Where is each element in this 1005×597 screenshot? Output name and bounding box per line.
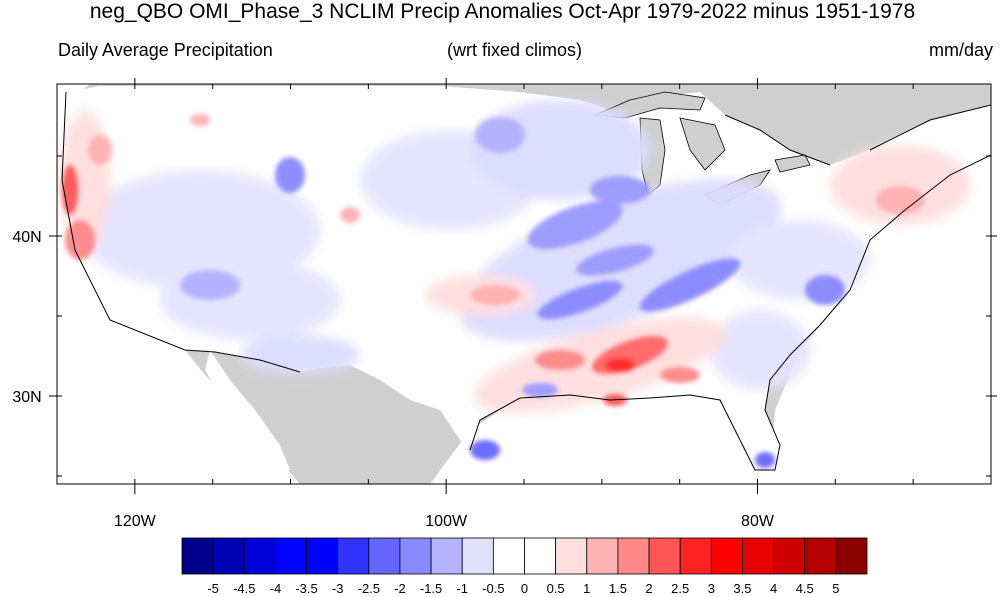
colorbar-label: -1 — [456, 581, 468, 596]
colorbar-label: 4.5 — [796, 581, 814, 596]
lake-huron — [679, 117, 726, 171]
lat-tick-label: 30N — [12, 389, 41, 406]
colorbar-swatch — [524, 537, 557, 575]
colorbar-swatch — [742, 537, 774, 575]
colorbar-swatch — [617, 537, 650, 575]
subtitle-left: Daily Average Precipitation — [58, 40, 273, 60]
colorbar-swatch — [679, 537, 712, 575]
colorbar-swatch — [399, 537, 432, 575]
colorbar-label: 5 — [832, 581, 839, 596]
colorbar-swatch — [461, 537, 494, 575]
coastline — [61, 91, 991, 471]
map-ticks: 120W 100W 80W 40N 30N — [12, 78, 997, 530]
colorbar-swatch — [710, 537, 743, 575]
colorbar-label: -2 — [394, 581, 406, 596]
subtitle-center: (wrt fixed climos) — [447, 40, 583, 60]
colorbar-label: 0.5 — [547, 581, 565, 596]
colorbar-label: -4.5 — [233, 581, 255, 596]
colorbar-label: 3.5 — [733, 581, 751, 596]
canada-coast — [724, 104, 991, 166]
colorbar-swatch — [212, 537, 245, 575]
anomaly-field — [60, 100, 970, 468]
colorbar-label: 3 — [708, 581, 715, 596]
colorbar-swatch — [337, 537, 370, 575]
lake-superior — [594, 91, 706, 119]
colorbar-label: -5 — [207, 581, 219, 596]
gulf-of-mexico — [430, 392, 790, 484]
colorbar-swatch — [430, 537, 463, 575]
colorbar-label: 1 — [583, 581, 590, 596]
colorbar-swatch — [648, 537, 681, 575]
colorbar-swatch — [368, 537, 401, 575]
colorbar-label: -0.5 — [482, 581, 504, 596]
lon-tick-label: 100W — [425, 513, 468, 530]
atlantic-ocean — [770, 150, 991, 484]
colorbar-swatch — [306, 537, 339, 575]
colorbar-swatch — [555, 537, 588, 575]
lon-tick-label: 120W — [114, 513, 157, 530]
pacific-ocean — [57, 84, 300, 484]
colorbar-label: -2.5 — [358, 581, 380, 596]
colorbar-label: 4 — [770, 581, 777, 596]
lake-ontario — [774, 154, 811, 173]
colorbar-label: -3 — [332, 581, 344, 596]
lat-tick-label: 40N — [12, 229, 41, 246]
colorbar-label: 2 — [645, 581, 652, 596]
colorbar-label: -3.5 — [295, 581, 317, 596]
map-panel — [57, 84, 991, 484]
colorbar-swatch — [275, 537, 307, 575]
colorbar-swatch — [773, 537, 806, 575]
colorbar-label: 1.5 — [609, 581, 627, 596]
colorbar-label: 2.5 — [671, 581, 689, 596]
map-title: neg_QBO OMI_Phase_3 NCLIM Precip Anomali… — [89, 0, 916, 23]
colorbar-swatch — [181, 537, 214, 575]
colorbar-label: 0 — [521, 581, 528, 596]
colorbar-swatch — [243, 537, 276, 575]
lon-tick-label: 80W — [741, 513, 775, 530]
colorbar-label: -4 — [270, 581, 282, 596]
colorbar-swatch — [835, 537, 868, 575]
colorbar-label: -1.5 — [420, 581, 442, 596]
colorbar-swatch — [804, 537, 837, 575]
colorbar-swatch — [492, 537, 525, 575]
gulf-of-california — [205, 350, 290, 470]
colorbar-swatch — [586, 537, 619, 575]
subtitle-units: mm/day — [928, 40, 993, 60]
colorbar: -5 -4.5 -4 -3.5 -3 -2.5 -2 -1.5 -1 -0.5 0 0.5 1 1.5 2 2… — [181, 537, 868, 596]
